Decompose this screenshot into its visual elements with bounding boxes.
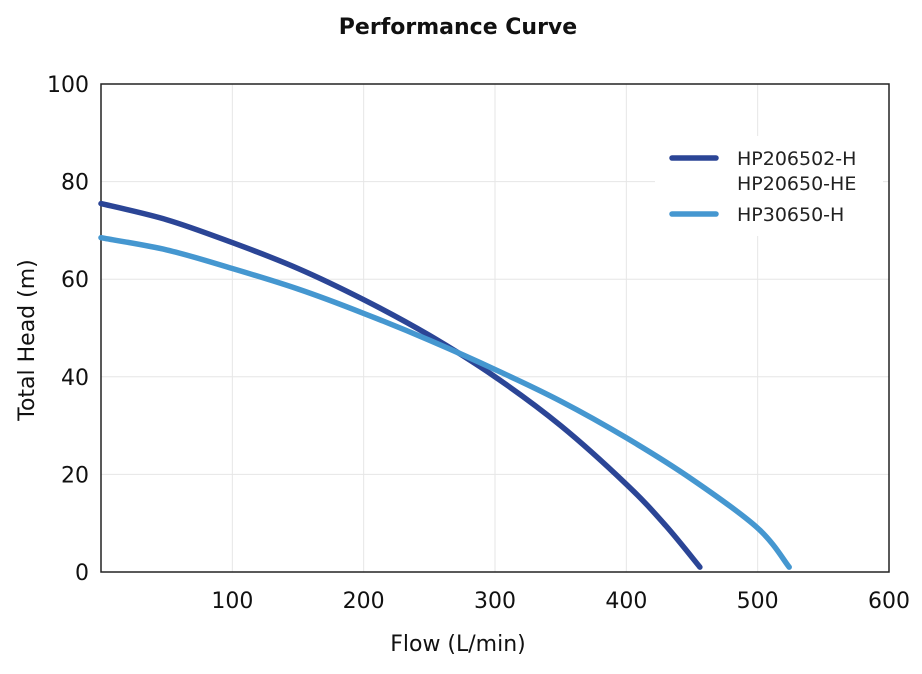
x-axis-ticks: 100 200 300 400 500 600: [211, 589, 910, 614]
y-tick-label: 80: [61, 171, 89, 196]
legend-label: HP20650-HE: [737, 173, 856, 195]
x-axis-label: Flow (L/min): [390, 632, 526, 657]
y-tick-label: 20: [61, 463, 89, 488]
legend-label: HP30650-H: [737, 204, 844, 226]
legend-label: HP206502-H: [737, 148, 856, 170]
x-tick-label: 500: [737, 589, 779, 614]
x-tick-label: 300: [474, 589, 516, 614]
y-tick-label: 40: [61, 366, 89, 391]
series-layer: [98, 200, 792, 570]
x-tick-label: 400: [605, 589, 647, 614]
y-tick-label: 60: [61, 268, 89, 293]
x-tick-label: 200: [343, 589, 385, 614]
y-tick-label: 100: [47, 73, 89, 98]
chart-title: Performance Curve: [339, 15, 577, 40]
series-line-2: [98, 234, 792, 570]
plot-frame: [100, 83, 890, 573]
x-tick-label: 100: [211, 589, 253, 614]
y-axis-ticks: 0 20 40 60 80 100: [47, 73, 89, 586]
y-tick-label: 0: [75, 561, 89, 586]
legend: HP206502-H HP20650-HE HP30650-H: [655, 136, 883, 236]
y-axis-label: Total Head (m): [15, 259, 40, 422]
x-tick-label: 600: [868, 589, 910, 614]
legend-background: [655, 136, 883, 236]
series-line-1: [98, 200, 703, 570]
